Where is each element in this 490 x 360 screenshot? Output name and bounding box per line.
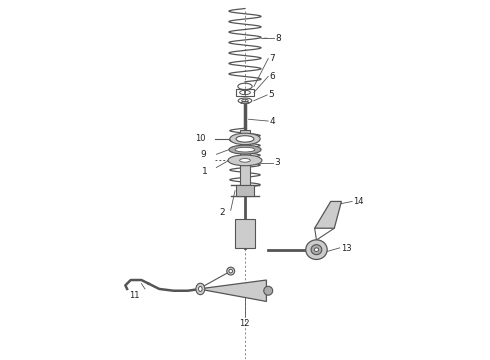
Text: 8: 8 [275,34,281,43]
Text: 12: 12 [239,319,249,328]
Text: 11: 11 [129,292,140,301]
Ellipse shape [228,155,262,166]
Ellipse shape [240,158,250,162]
Text: 13: 13 [341,244,351,253]
Ellipse shape [198,287,202,292]
Ellipse shape [311,245,322,255]
Ellipse shape [230,133,260,145]
Bar [237,89,253,96]
Ellipse shape [236,136,254,142]
Ellipse shape [229,145,261,154]
Text: 2: 2 [220,208,225,217]
Bar [236,185,254,196]
Ellipse shape [314,248,319,251]
Ellipse shape [306,240,327,260]
Text: 4: 4 [270,117,275,126]
Ellipse shape [235,147,255,152]
Ellipse shape [227,267,235,275]
Bar [235,219,255,248]
Text: 6: 6 [270,72,275,81]
Text: 9: 9 [200,150,206,159]
Bar [240,130,250,185]
Text: 5: 5 [268,90,274,99]
Text: 1: 1 [202,167,207,176]
Ellipse shape [264,286,272,295]
Text: 10: 10 [195,134,206,143]
Ellipse shape [196,283,205,295]
Polygon shape [315,202,342,228]
Text: 3: 3 [274,158,280,167]
Polygon shape [198,280,267,301]
Text: 14: 14 [353,197,364,206]
Text: 7: 7 [270,54,275,63]
Polygon shape [241,102,249,103]
Ellipse shape [229,269,232,273]
